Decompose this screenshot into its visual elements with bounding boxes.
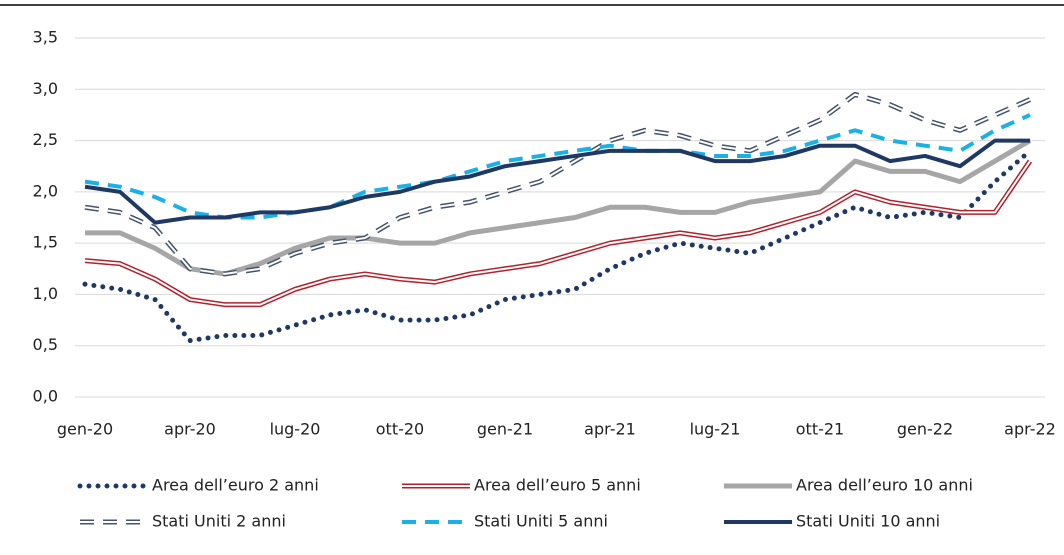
y-tick-label: 2,5	[33, 130, 58, 149]
x-tick-label: apr-20	[164, 420, 216, 439]
x-tick-label: gen-22	[897, 420, 953, 439]
x-tick-label: lug-20	[270, 420, 321, 439]
legend-label: Area dell’euro 2 anni	[152, 476, 319, 495]
x-tick-label: lug-21	[690, 420, 741, 439]
y-tick-label: 2,0	[33, 181, 58, 200]
legend-label: Stati Uniti 2 anni	[152, 512, 286, 531]
y-tick-label: 0,5	[33, 335, 58, 354]
series-line	[84, 91, 1032, 277]
x-tick-label: gen-21	[477, 420, 533, 439]
x-tick-label: apr-21	[584, 420, 636, 439]
x-tick-label: apr-22	[1004, 420, 1056, 439]
legend-label: Stati Uniti 5 anni	[474, 512, 608, 531]
series-line	[84, 113, 1031, 220]
x-tick-label: ott-21	[796, 420, 844, 439]
y-tick-label: 3,0	[33, 79, 58, 98]
y-tick-label: 3,5	[33, 28, 58, 47]
series-line	[82, 148, 1033, 344]
legend-label: Area dell’euro 10 anni	[796, 476, 973, 495]
x-tick-label: gen-20	[57, 420, 113, 439]
series-line	[84, 159, 1033, 308]
y-tick-label: 0,0	[33, 387, 58, 406]
legend-label: Area dell’euro 5 anni	[474, 476, 641, 495]
series-line-inner	[84, 160, 1031, 306]
y-tick-label: 1,5	[33, 233, 58, 252]
series-line	[85, 138, 1032, 277]
legend-label: Stati Uniti 10 anni	[796, 512, 940, 531]
series-line-inner	[84, 93, 1031, 275]
series-line	[84, 138, 1030, 225]
x-tick-label: ott-20	[376, 420, 424, 439]
y-tick-label: 1,0	[33, 284, 58, 303]
